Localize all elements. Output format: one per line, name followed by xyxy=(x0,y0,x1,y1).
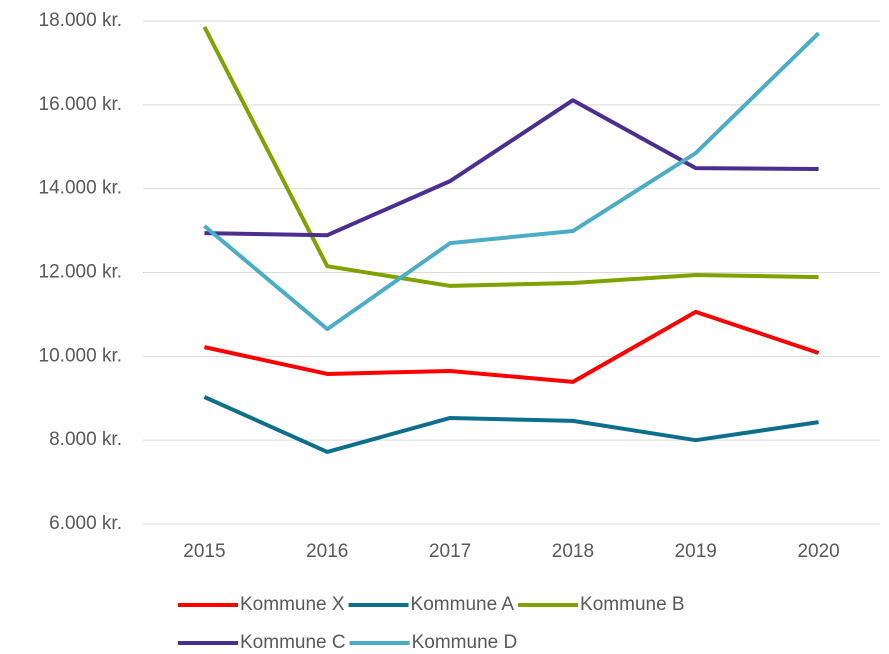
series-line xyxy=(204,98,819,238)
x-tick-label: 2020 xyxy=(797,541,839,562)
x-tick-label: 2016 xyxy=(306,541,348,562)
series-line xyxy=(203,31,820,332)
x-tick-label: 2017 xyxy=(429,541,471,562)
legend-label: Kommune X xyxy=(240,594,345,615)
y-tick-label: 14.000 kr. xyxy=(39,178,122,199)
legend-label: Kommune A xyxy=(411,594,515,615)
y-tick-label: 12.000 kr. xyxy=(39,262,122,283)
y-tick-label: 16.000 kr. xyxy=(39,94,122,115)
legend-label: Kommune B xyxy=(580,594,685,615)
series-line xyxy=(202,25,819,288)
y-tick-label: 8.000 kr. xyxy=(49,429,122,450)
x-tick-label: 2015 xyxy=(183,541,225,562)
y-tick-label: 6.000 kr. xyxy=(49,513,122,534)
series-line xyxy=(203,395,819,454)
series-line xyxy=(203,309,820,384)
legend-label: Kommune D xyxy=(412,632,518,653)
x-tick-label: 2018 xyxy=(552,541,594,562)
legend-label: Kommune C xyxy=(240,632,346,653)
y-tick-label: 18.000 kr. xyxy=(39,10,122,31)
y-tick-label: 10.000 kr. xyxy=(39,345,122,366)
x-tick-label: 2019 xyxy=(675,541,717,562)
